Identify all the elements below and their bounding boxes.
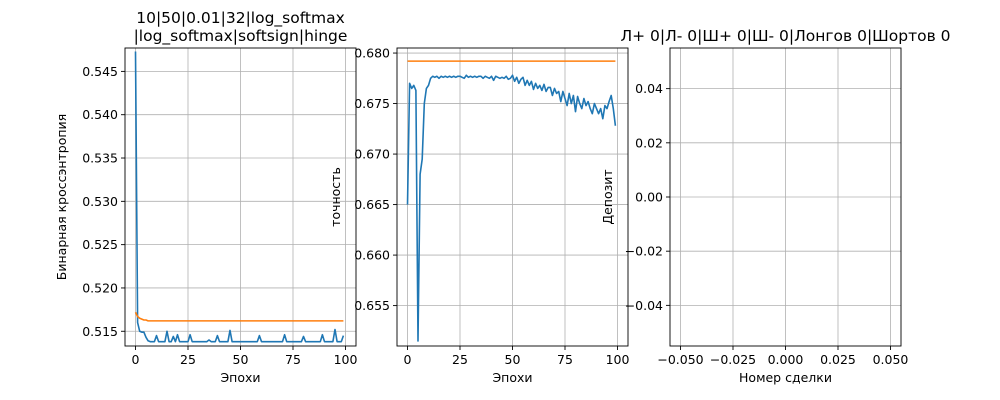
chart-title-line: |log_softmax|softsign|hinge <box>134 27 348 46</box>
accuracy-chart: 0 25 50 75 100 0.655 0.660 0.665 0.670 0.675 0.680… <box>328 46 629 385</box>
x-tick-label: 0.000 <box>768 352 804 367</box>
series-line-0 <box>406 74 617 342</box>
y-tick-label: 0.02 <box>635 135 663 150</box>
deposit-chart: −0.050 −0.025 0.000 0.025 0.050 −0.04 −0.02 0.0… <box>600 27 951 385</box>
x-tick-label: 50 <box>233 352 249 367</box>
y-tick-label: −0.04 <box>625 298 663 313</box>
y-tick-label: 0.515 <box>82 324 118 339</box>
y-tick-label: 0.00 <box>635 190 663 205</box>
x-tick-label: 0.025 <box>820 352 856 367</box>
x-tick-label: 50 <box>505 352 521 367</box>
x-axis-label: Эпохи <box>492 370 532 385</box>
x-tick-label: 0 <box>132 352 140 367</box>
chart-title-line: 10|50|0.01|32|log_softmax <box>136 9 345 28</box>
x-tick-label: 75 <box>557 352 573 367</box>
x-tick-label: 100 <box>334 352 358 367</box>
y-tick-label: 0.660 <box>354 248 390 263</box>
y-tick-label: 0.680 <box>354 46 390 61</box>
x-axis-label: Эпохи <box>220 370 260 385</box>
y-tick-label: 0.04 <box>635 81 663 96</box>
y-axis-label: Бинарная кроссэнтропия <box>54 114 69 280</box>
x-tick-label: 100 <box>606 352 630 367</box>
y-tick-label: 0.675 <box>354 96 390 111</box>
y-tick-label: 0.545 <box>82 64 118 79</box>
x-tick-label: 25 <box>452 352 468 367</box>
x-tick-label: 0.050 <box>873 352 909 367</box>
y-tick-label: 0.540 <box>82 107 118 122</box>
chart-title-line: Л+ 0|Л- 0|Ш+ 0|Ш- 0|Лонгов 0|Шортов 0 <box>620 27 950 45</box>
y-tick-label: 0.655 <box>354 298 390 313</box>
x-axis-label: Номер сделки <box>739 370 832 385</box>
y-tick-label: 0.670 <box>354 147 390 162</box>
series-line-0 <box>134 51 345 343</box>
y-tick-label: 0.530 <box>82 194 118 209</box>
y-axis-label: Депозит <box>600 169 615 224</box>
loss-chart: 0 25 50 75 100 0.515 0.520 0.525 0.530 0.535 0.540… <box>54 9 357 385</box>
y-tick-label: −0.02 <box>625 244 663 259</box>
y-tick-label: 0.665 <box>354 197 390 212</box>
x-tick-label: 25 <box>180 352 196 367</box>
x-tick-label: −0.025 <box>710 352 756 367</box>
y-tick-label: 0.525 <box>82 237 118 252</box>
x-tick-label: −0.050 <box>657 352 703 367</box>
y-tick-label: 0.535 <box>82 151 118 166</box>
x-tick-label: 75 <box>285 352 301 367</box>
series-line-1 <box>134 311 344 322</box>
x-tick-label: 0 <box>404 352 412 367</box>
y-axis-label: точность <box>328 167 343 227</box>
y-tick-label: 0.520 <box>82 280 118 295</box>
